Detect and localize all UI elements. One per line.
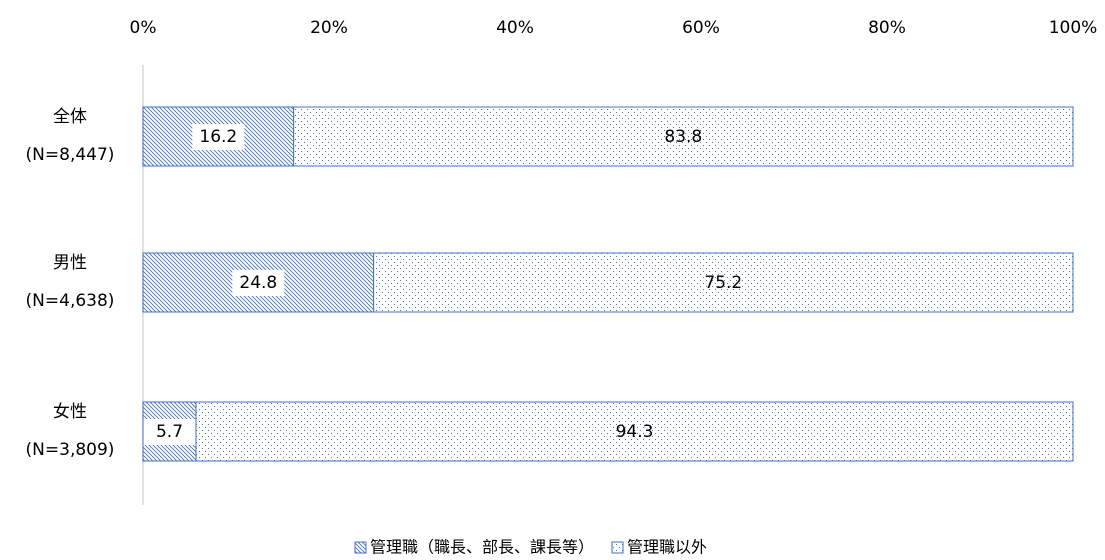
- category-label: 男性: [53, 253, 87, 273]
- bar-segment: [195, 401, 1074, 462]
- category-label: (N=3,809): [26, 440, 115, 460]
- category-label: (N=8,447): [26, 145, 115, 165]
- label-bg: [192, 124, 245, 150]
- x-tick-label: 100%: [1049, 18, 1098, 38]
- legend-label: 管理職以外: [627, 538, 707, 557]
- data-label: 75.2: [704, 273, 742, 293]
- x-tick-label: 80%: [868, 18, 906, 38]
- data-label: 16.2: [199, 127, 237, 147]
- label-bg: [232, 270, 285, 296]
- bar-segment: [293, 106, 1074, 167]
- data-label: 24.8: [239, 273, 277, 293]
- x-tick-label: 60%: [682, 18, 720, 38]
- label-bg: [143, 419, 196, 445]
- legend-swatch: [611, 541, 624, 554]
- data-label: 5.7: [156, 422, 183, 442]
- category-label: 女性: [53, 402, 87, 422]
- legend-swatch: [354, 541, 367, 554]
- x-tick-label: 0%: [130, 18, 157, 38]
- x-tick-label: 40%: [496, 18, 534, 38]
- x-tick-label: 20%: [310, 18, 348, 38]
- category-label: (N=4,638): [26, 291, 115, 311]
- category-label: 全体: [53, 107, 87, 127]
- legend-label: 管理職（職長、部長、課長等）: [370, 538, 594, 557]
- bar-segment: [373, 252, 1074, 313]
- data-label: 94.3: [616, 422, 654, 442]
- data-label: 83.8: [664, 127, 702, 147]
